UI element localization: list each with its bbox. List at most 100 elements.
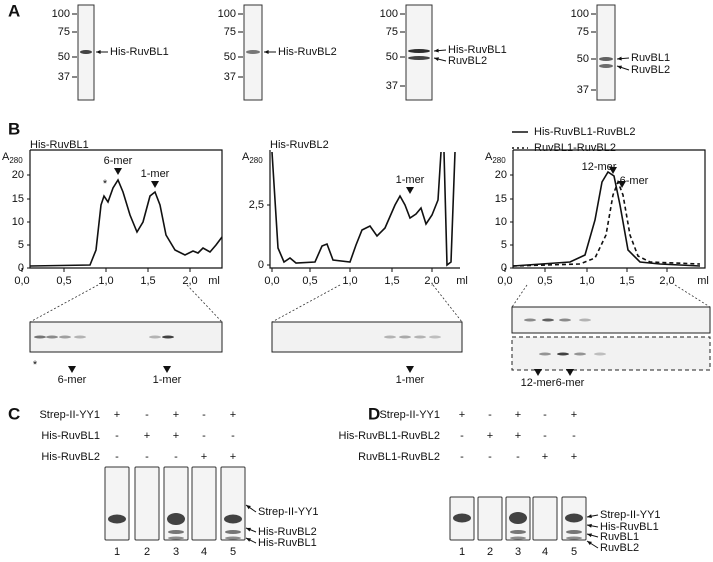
peak-marker — [566, 369, 574, 376]
arrow-head — [264, 50, 269, 54]
x-tick-label: 0,5 — [56, 275, 71, 287]
gel-strip — [271, 321, 463, 353]
trace — [29, 178, 223, 267]
condition-sign: + — [230, 409, 236, 421]
arrow-head — [434, 48, 439, 53]
gel-band — [565, 513, 583, 523]
axes — [512, 149, 706, 269]
panel-label: D — [368, 404, 380, 423]
row-label: His-RuvBL1 — [41, 430, 100, 442]
y-tick-label: 2,5 — [249, 199, 264, 211]
y-tick-label: 10 — [12, 216, 24, 228]
condition-sign: + — [230, 451, 236, 463]
legend-label: His-RuvBL1-RuvBL2 — [534, 126, 635, 138]
row-label: RuvBL1-RuvBL2 — [358, 451, 440, 463]
gel-band — [225, 530, 241, 534]
x-tick-label: 1,0 — [579, 275, 594, 287]
marker-label: 75 — [577, 26, 589, 38]
gel-band — [414, 335, 426, 339]
gel-band — [408, 49, 430, 53]
gel-label: 6-mer — [556, 377, 585, 389]
gel-band — [429, 335, 441, 339]
panel-label: B — [8, 119, 20, 138]
peak-label: 6-mer — [104, 155, 133, 167]
peak-marker — [406, 187, 414, 194]
arrow-head — [587, 523, 592, 528]
trace — [512, 170, 701, 267]
row-label: Strep-II-YY1 — [379, 409, 440, 421]
band-label: Strep-II-YY1 — [600, 509, 661, 521]
x-tick-label: 2,0 — [659, 275, 674, 287]
marker-label: 50 — [58, 51, 70, 63]
gel-lane — [477, 496, 503, 541]
peak-marker — [163, 366, 171, 373]
x-unit: ml — [208, 275, 220, 287]
condition-sign: + — [571, 409, 577, 421]
gel-band — [162, 335, 174, 339]
band-label: RuvBL1 — [600, 531, 639, 543]
gel-band — [453, 513, 471, 523]
x-tick-label: 0,0 — [497, 275, 512, 287]
gel-label: 6-mer — [58, 374, 87, 386]
condition-sign: - — [543, 409, 547, 421]
legend-label: RuvBL1-RuvBL2 — [534, 142, 616, 154]
x-unit: ml — [697, 275, 709, 287]
condition-sign: + — [515, 430, 521, 442]
y-tick-label: 20 — [495, 169, 507, 181]
x-tick-label: 0,0 — [14, 275, 29, 287]
x-unit: ml — [456, 275, 468, 287]
arrow-head — [96, 50, 101, 54]
lane-number: 4 — [201, 546, 207, 558]
lane-number: 2 — [144, 546, 150, 558]
marker-label: 100 — [52, 8, 70, 20]
arrow-head — [617, 65, 622, 70]
band-label: His-RuvBL1 — [448, 44, 507, 56]
condition-sign: + — [459, 409, 465, 421]
condition-sign: - — [115, 451, 119, 463]
gel-band — [566, 536, 582, 540]
band-label: RuvBL2 — [600, 542, 639, 554]
gel-lane — [104, 466, 130, 541]
band-label: His-RuvBL2 — [278, 46, 337, 58]
band-label: RuvBL2 — [448, 55, 487, 67]
x-tick-label: 1,5 — [140, 275, 155, 287]
gel-lane — [532, 496, 558, 541]
marker-label: 100 — [571, 8, 589, 20]
gel-strip — [511, 336, 711, 371]
band-label: His-RuvBL1 — [600, 521, 659, 533]
condition-sign: - — [115, 430, 119, 442]
gel-band — [539, 352, 551, 356]
y-axis-label: A280 — [242, 151, 263, 165]
zoom-guide — [271, 284, 463, 323]
gel-label: 1-mer — [396, 374, 425, 386]
arrow-head — [587, 533, 592, 538]
gel-band — [46, 335, 58, 339]
gel-band — [557, 352, 569, 356]
lane-number: 3 — [173, 546, 179, 558]
y-tick-label: 0 — [18, 262, 24, 274]
condition-sign: - — [488, 451, 492, 463]
gel-band — [224, 514, 242, 524]
peak-label: 6-mer — [620, 175, 649, 187]
gel-band — [399, 335, 411, 339]
panel-label: A — [8, 1, 20, 20]
trace — [512, 179, 701, 267]
zoom-guide — [29, 284, 223, 323]
lane-number: 5 — [230, 546, 236, 558]
gel-band — [542, 318, 554, 322]
peak-marker — [618, 181, 626, 188]
gel-band — [384, 335, 396, 339]
y-tick-label: 10 — [495, 216, 507, 228]
gel-band — [74, 335, 86, 339]
x-tick-label: 1,0 — [342, 275, 357, 287]
peak-label: * — [103, 178, 108, 190]
panel-label: C — [8, 404, 20, 423]
gel-lane — [191, 466, 217, 541]
peak-marker — [406, 366, 414, 373]
gel-lane — [163, 466, 189, 541]
x-tick-label: 1,5 — [384, 275, 399, 287]
gel-band — [80, 50, 92, 54]
band-label: RuvBL1 — [631, 52, 670, 64]
x-tick-label: 2,0 — [182, 275, 197, 287]
condition-sign: - — [145, 409, 149, 421]
